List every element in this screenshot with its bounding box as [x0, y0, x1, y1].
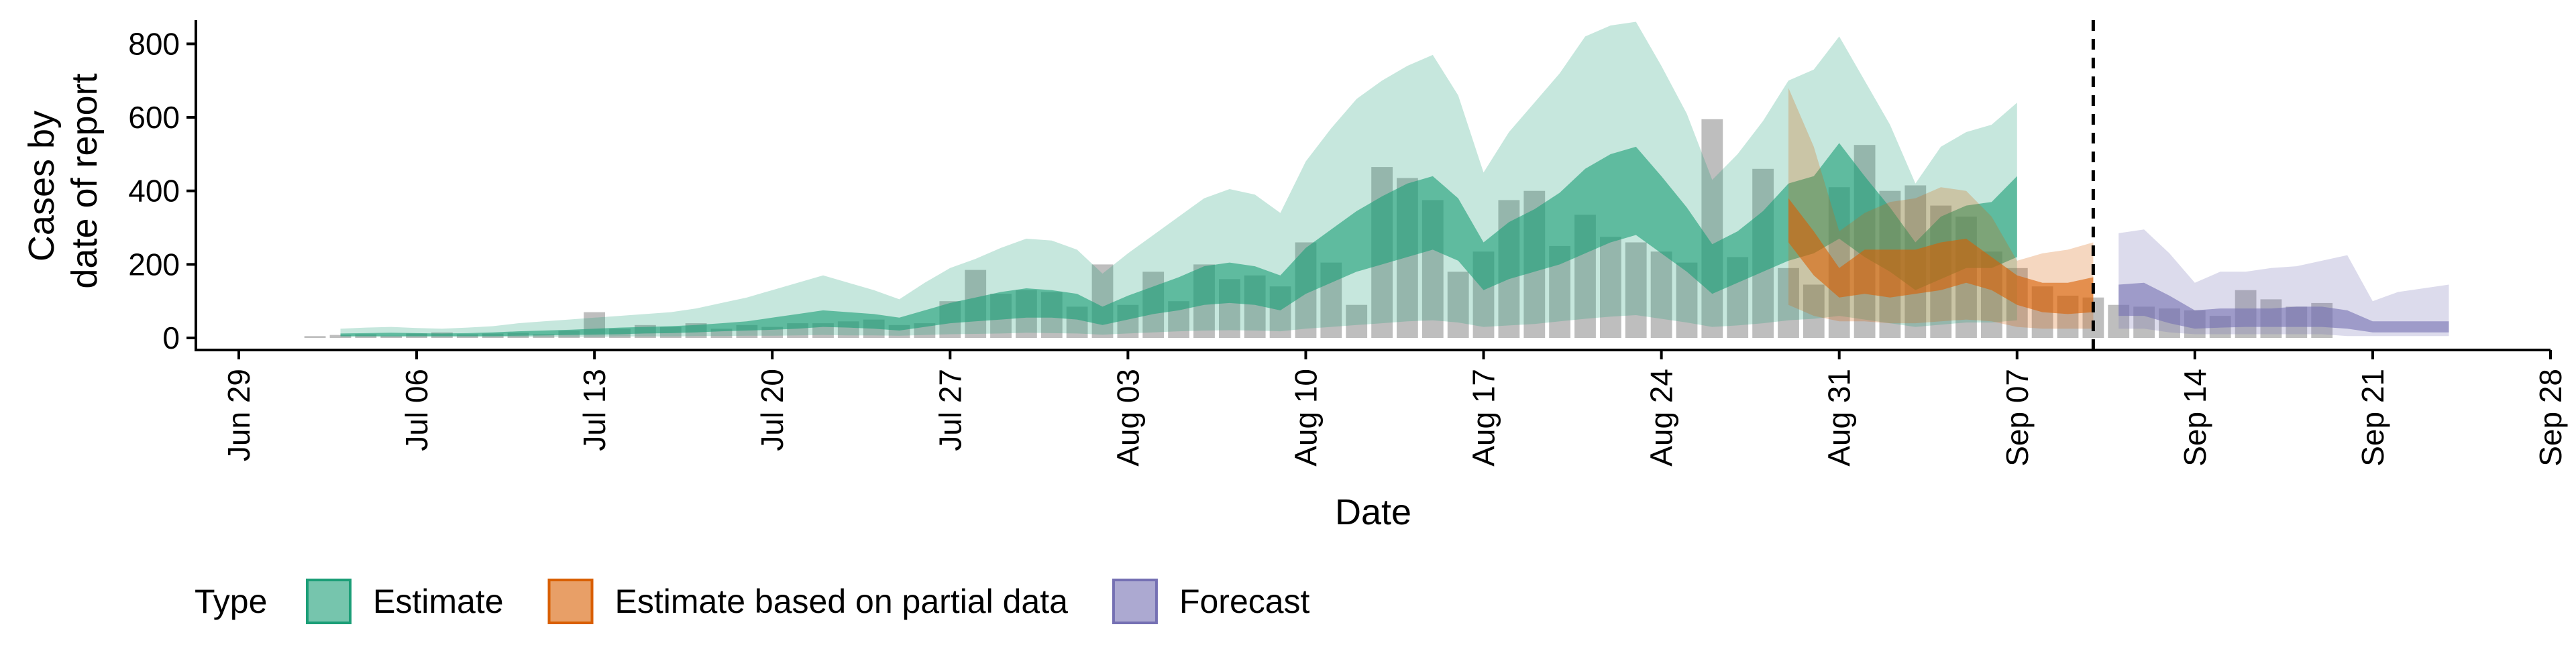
x-tick-label: Aug 10: [1288, 369, 1323, 467]
observed-case-bar: [1701, 119, 1723, 339]
legend-label-estimate-based-on-partial-data: Estimate based on partial data: [615, 583, 1069, 620]
y-tick-label: 600: [128, 100, 180, 135]
y-axis-title: Cases by date of report: [21, 73, 105, 288]
y-axis-ticks: 0 200 400 600 800: [128, 26, 196, 355]
legend-swatch-forecast: [1112, 579, 1158, 624]
observed-case-bar: [329, 335, 352, 338]
observed-case-bar: [1625, 242, 1647, 338]
legend-label-forecast: Forecast: [1179, 583, 1310, 620]
legend-items: Estimate Estimate based on partial data Fo…: [306, 579, 1310, 624]
observed-case-bar: [1600, 237, 1621, 338]
estimate-bands: [340, 21, 2449, 337]
x-tick-label: Aug 03: [1110, 369, 1145, 467]
y-axis-title-line-2: date of report: [64, 73, 105, 288]
observed-case-bar: [304, 336, 326, 338]
x-tick-label: Sep 28: [2533, 369, 2568, 467]
x-tick-label: Aug 31: [1822, 369, 1857, 467]
x-tick-label: Jul 20: [755, 369, 790, 451]
legend-swatch-estimate-based-on-partial-data: [547, 579, 594, 624]
observed-case-bar: [533, 334, 555, 338]
x-tick-label: Jul 13: [577, 369, 612, 451]
x-tick-label: Sep 21: [2355, 369, 2390, 467]
x-tick-label: Jun 29: [221, 369, 256, 461]
x-tick-label: Aug 17: [1466, 369, 1501, 467]
observed-case-bar: [1091, 264, 1114, 338]
y-tick-label: 400: [128, 174, 180, 209]
x-tick-label: Jul 27: [932, 369, 967, 451]
legend-label-estimate: Estimate: [373, 583, 504, 620]
estimate-90-interval-band: [340, 21, 2017, 337]
estimate-based-on-partial-data-50-interval-band: [1788, 198, 2094, 314]
forecast-50-interval-band: [2118, 282, 2449, 333]
legend-title: Type: [195, 583, 267, 620]
legend: Type Estimate Estimate based on partial d…: [195, 579, 1310, 624]
observed-case-bar: [1803, 284, 1825, 338]
observed-case-bar: [380, 335, 402, 338]
x-tick-label: Jul 06: [399, 369, 434, 451]
y-tick-label: 800: [128, 26, 180, 61]
legend-swatch-estimate: [306, 579, 352, 624]
observed-case-bar: [1346, 304, 1368, 338]
x-axis-ticks: Jun 29 Jul 06 Jul 13 Jul 20 Jul 27 Aug 03 Aug …: [221, 350, 2568, 467]
x-tick-label: Aug 24: [1644, 369, 1679, 467]
observed-case-bar: [1447, 272, 1469, 338]
estimate-50-interval-band: [340, 143, 2017, 337]
forecast-90-interval-band: [2118, 229, 2449, 337]
observed-case-bar: [1778, 268, 1799, 338]
y-tick-label: 200: [128, 247, 180, 282]
x-axis-title: Date: [1335, 492, 1411, 532]
y-tick-label: 0: [162, 320, 180, 355]
x-tick-label: Sep 14: [2178, 369, 2212, 467]
y-axis-title-line-1: Cases by: [21, 111, 62, 261]
observed-case-bar: [1650, 251, 1672, 338]
x-tick-label: Sep 07: [2000, 369, 2035, 467]
